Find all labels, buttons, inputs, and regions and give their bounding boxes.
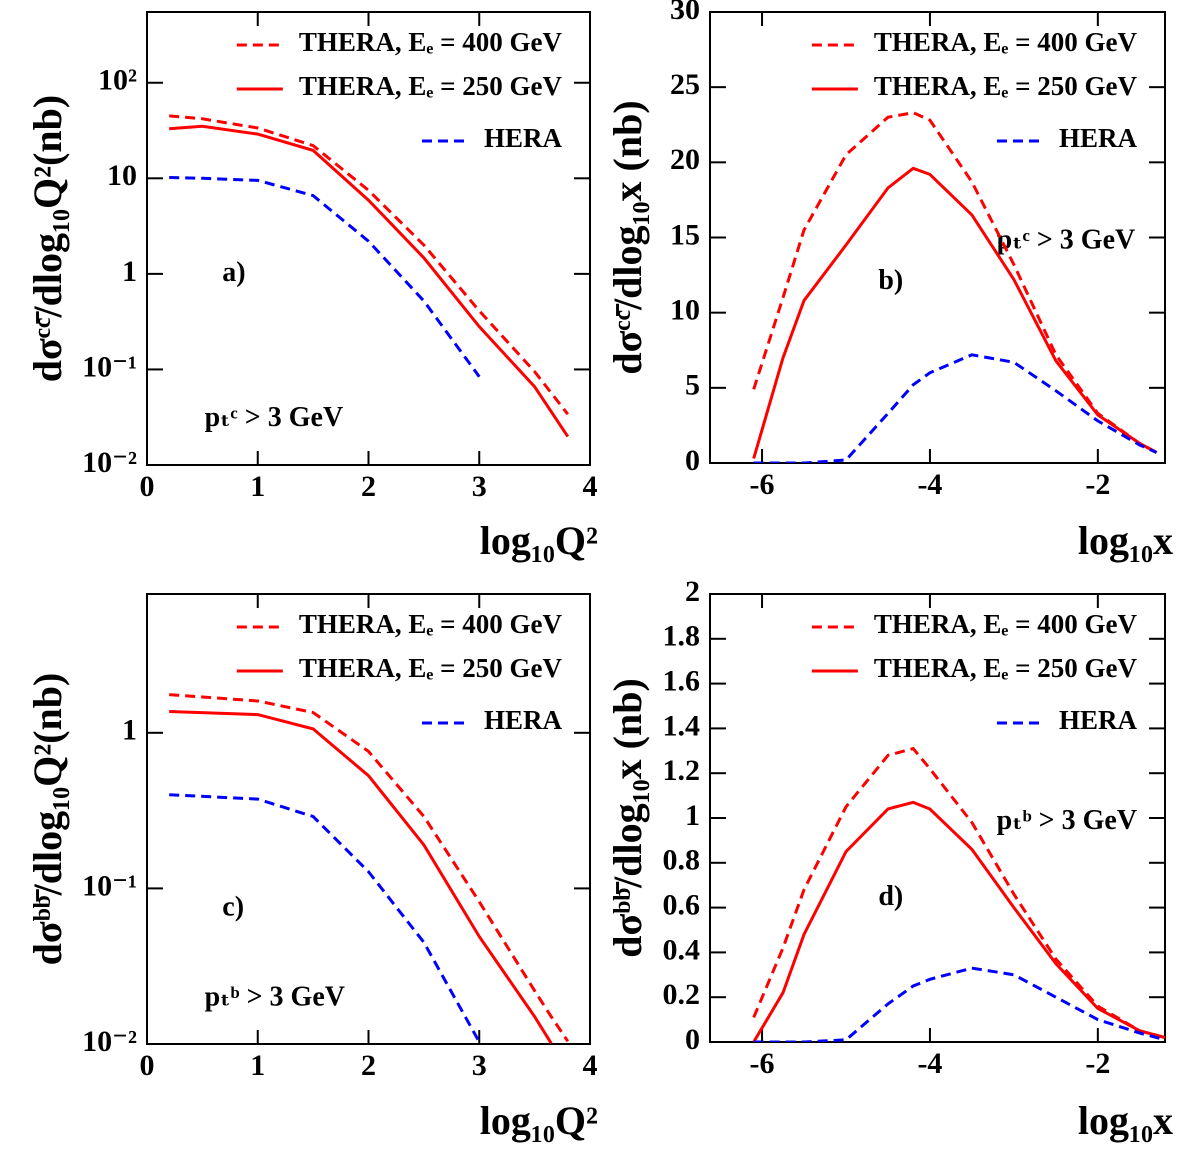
y-axis-title: dσᵇᵇ̄/dlog₁₀x (nb) xyxy=(605,678,650,958)
series-line xyxy=(169,124,570,438)
x-axis-title: log₁₀Q² xyxy=(480,1098,598,1143)
annotation: pₜᵇ > 3 GeV xyxy=(205,981,345,1012)
y-axis-title: dσᶜᶜ̄/dlog₁₀Q²(nb) xyxy=(25,95,70,382)
x-axis-title: log₁₀x xyxy=(1078,1098,1173,1143)
series-line xyxy=(752,746,1165,1039)
x-tick-label: -2 xyxy=(1085,468,1110,501)
x-tick-label: 3 xyxy=(472,1049,487,1082)
y-tick-label: 1 xyxy=(122,255,137,288)
y-tick-label: 1 xyxy=(122,714,137,747)
legend-label: THERA, Eₑ = 250 GeV xyxy=(874,653,1138,683)
y-tick-label: 1.2 xyxy=(663,754,701,787)
y-tick-label: 10 xyxy=(670,294,700,327)
annotation: b) xyxy=(878,265,903,296)
y-tick-label: 10⁻² xyxy=(82,1025,137,1058)
y-tick-label: 1 xyxy=(685,799,700,832)
panel: 0 1 2 3 4 10² 10 1 10⁻¹ 10⁻² log₁₀Q² dσᶜᶜ̄/dlog₁₀Q²… xyxy=(25,11,598,563)
legend-label: THERA, Eₑ = 400 GeV xyxy=(299,27,563,57)
x-tick-label: 1 xyxy=(250,470,265,503)
x-tick-label: -4 xyxy=(917,1047,942,1080)
y-tick-label: 0 xyxy=(685,1023,700,1056)
series-line xyxy=(752,166,1158,459)
series-line xyxy=(169,710,553,1044)
series-line xyxy=(752,111,1158,454)
y-tick-label: 0.4 xyxy=(663,933,701,966)
legend-label: HERA xyxy=(1059,123,1138,153)
annotation: pₜᶜ > 3 GeV xyxy=(997,224,1136,255)
panel: -6 -4 -2 0 0.2 0.4 0.6 0.8 1 1.2 1.4 1.6 1.8 2 log₁₀x d… xyxy=(605,575,1173,1143)
series-line xyxy=(169,176,481,378)
legend-label: THERA, Eₑ = 400 GeV xyxy=(874,609,1138,639)
x-tick-label: 0 xyxy=(140,1049,155,1082)
x-tick-label: 4 xyxy=(583,1049,598,1082)
y-tick-label: 30 xyxy=(670,0,700,26)
legend-label: THERA, Eₑ = 400 GeV xyxy=(874,27,1138,57)
y-tick-label: 2 xyxy=(685,575,700,608)
series-line xyxy=(169,793,481,1043)
y-tick-label: 10⁻¹ xyxy=(82,350,137,383)
series-line xyxy=(753,353,1158,463)
x-axis-title: log₁₀Q² xyxy=(480,518,598,563)
legend-label: THERA, Eₑ = 250 GeV xyxy=(299,653,563,683)
x-tick-label: 3 xyxy=(472,470,487,503)
panel: 0 1 2 3 4 1 10⁻¹ 10⁻² log₁₀Q² dσᵇᵇ̄/dlog₁₀Q²(nb) c… xyxy=(25,593,598,1143)
panel: -6 -4 -2 0 5 10 15 20 25 30 log₁₀x dσᶜᶜ̄/dlog₁₀x (n… xyxy=(605,0,1173,563)
y-tick-label: 0.6 xyxy=(663,888,701,921)
annotation: pₜᶜ > 3 GeV xyxy=(205,402,344,433)
y-tick-label: 0.2 xyxy=(663,978,701,1011)
legend-label: HERA xyxy=(484,123,563,153)
series-line xyxy=(752,800,1165,1042)
legend-label: THERA, Eₑ = 400 GeV xyxy=(299,609,563,639)
x-tick-label: 0 xyxy=(140,470,155,503)
y-tick-label: 5 xyxy=(685,369,700,402)
annotation: pₜᵇ > 3 GeV xyxy=(997,805,1137,836)
x-tick-label: 2 xyxy=(361,1049,376,1082)
y-tick-label: 10⁻¹ xyxy=(82,869,137,902)
x-tick-label: -2 xyxy=(1085,1047,1110,1080)
y-tick-label: 10⁻² xyxy=(82,446,137,479)
y-tick-label: 1.8 xyxy=(663,620,701,653)
legend-label: HERA xyxy=(1059,705,1138,735)
x-tick-label: 2 xyxy=(361,470,376,503)
x-axis-title: log₁₀x xyxy=(1078,518,1173,563)
legend-label: THERA, Eₑ = 250 GeV xyxy=(299,71,563,101)
y-tick-label: 10 xyxy=(107,159,137,192)
y-tick-label: 15 xyxy=(670,218,700,251)
y-tick-label: 25 xyxy=(670,68,700,101)
x-tick-label: 4 xyxy=(583,470,598,503)
x-tick-label: -6 xyxy=(750,1047,775,1080)
y-axis-title: dσᵇᵇ̄/dlog₁₀Q²(nb) xyxy=(25,673,70,966)
annotation: d) xyxy=(878,881,903,912)
x-tick-label: -6 xyxy=(750,468,775,501)
annotation: c) xyxy=(222,891,244,922)
y-axis-title: dσᶜᶜ̄/dlog₁₀x (nb) xyxy=(605,100,650,374)
legend-label: THERA, Eₑ = 250 GeV xyxy=(874,71,1138,101)
y-tick-label: 10² xyxy=(98,64,137,97)
series-line xyxy=(169,114,569,416)
legend-label: HERA xyxy=(484,705,563,735)
series-line xyxy=(753,966,1165,1042)
y-tick-label: 20 xyxy=(670,143,700,176)
y-tick-label: 0 xyxy=(685,444,700,477)
x-tick-label: -4 xyxy=(917,468,942,501)
y-tick-label: 0.8 xyxy=(663,844,701,877)
y-tick-label: 1.6 xyxy=(663,664,701,697)
y-tick-label: 1.4 xyxy=(663,709,701,742)
annotation: a) xyxy=(222,257,245,288)
x-tick-label: 1 xyxy=(250,1049,265,1082)
